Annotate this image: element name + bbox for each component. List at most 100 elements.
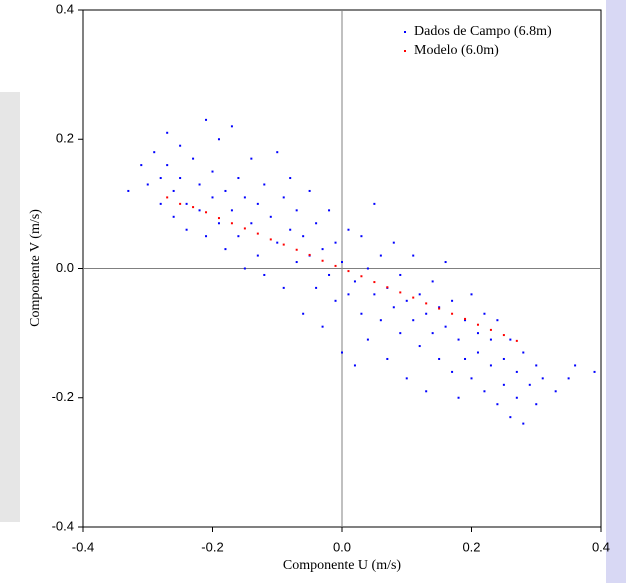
point xyxy=(243,196,246,199)
point xyxy=(308,253,311,256)
point xyxy=(431,332,434,335)
point xyxy=(341,261,343,264)
point xyxy=(502,357,505,360)
point xyxy=(334,264,337,267)
point xyxy=(379,254,382,257)
point xyxy=(282,243,285,246)
point xyxy=(263,183,266,186)
point xyxy=(360,235,363,238)
point xyxy=(217,138,220,141)
point xyxy=(217,217,220,220)
point xyxy=(392,306,395,309)
point xyxy=(399,273,402,276)
point xyxy=(457,396,460,399)
point xyxy=(347,270,350,273)
point xyxy=(185,202,188,205)
point xyxy=(243,227,246,230)
background-panel xyxy=(0,92,20,522)
point xyxy=(502,383,505,386)
point xyxy=(276,151,279,154)
point xyxy=(360,275,363,278)
point xyxy=(444,325,447,328)
point xyxy=(483,312,486,315)
point xyxy=(289,177,292,180)
point xyxy=(366,267,369,270)
point xyxy=(256,202,259,205)
point xyxy=(412,319,415,322)
legend-label: Dados de Campo (6.8m) xyxy=(414,24,552,39)
point xyxy=(567,377,570,380)
point xyxy=(315,222,318,225)
point xyxy=(230,222,233,225)
point xyxy=(373,293,376,296)
point xyxy=(373,281,376,284)
x-tick-label: 0.2 xyxy=(462,539,480,554)
point xyxy=(217,222,220,225)
point xyxy=(159,177,162,180)
point xyxy=(489,328,492,331)
point xyxy=(282,286,285,289)
point xyxy=(211,196,214,199)
point xyxy=(276,241,279,244)
point xyxy=(373,202,376,205)
point xyxy=(476,332,479,335)
point xyxy=(224,189,227,192)
point xyxy=(451,370,454,373)
point xyxy=(347,228,350,231)
point xyxy=(321,259,324,262)
point xyxy=(412,254,415,257)
y-tick-label: 0.4 xyxy=(56,1,74,16)
point xyxy=(192,157,195,160)
point xyxy=(166,196,169,199)
point xyxy=(250,157,253,160)
point xyxy=(509,416,512,419)
point xyxy=(418,293,421,296)
point xyxy=(172,215,175,218)
y-tick-label: 0.2 xyxy=(56,131,74,146)
point xyxy=(522,422,525,425)
point xyxy=(269,215,272,218)
x-tick-label: -0.4 xyxy=(72,539,94,554)
x-tick-label: -0.2 xyxy=(201,539,223,554)
point xyxy=(237,177,240,180)
point xyxy=(528,383,531,386)
point xyxy=(366,338,369,341)
legend-label: Modelo (6.0m) xyxy=(414,43,499,58)
point xyxy=(509,338,512,341)
point xyxy=(431,280,434,283)
point xyxy=(476,323,479,326)
point xyxy=(541,377,544,380)
point xyxy=(574,364,577,367)
x-tick-label: 0.0 xyxy=(333,539,351,554)
point xyxy=(379,319,382,322)
point xyxy=(451,312,454,315)
point xyxy=(451,299,454,302)
point xyxy=(496,403,499,406)
y-tick-label: 0.0 xyxy=(56,260,74,275)
point xyxy=(302,312,305,315)
point xyxy=(353,280,356,283)
point xyxy=(166,164,169,167)
point xyxy=(470,293,473,296)
point xyxy=(464,357,467,360)
point xyxy=(179,177,182,180)
point xyxy=(515,339,518,342)
point xyxy=(438,357,441,360)
point xyxy=(295,209,298,212)
point xyxy=(334,299,337,302)
point xyxy=(405,299,408,302)
point xyxy=(289,228,292,231)
point xyxy=(353,364,356,367)
point xyxy=(198,209,201,212)
point xyxy=(256,254,259,257)
point xyxy=(593,370,596,373)
y-tick-label: -0.2 xyxy=(52,389,74,404)
point xyxy=(489,364,492,367)
point xyxy=(166,131,169,134)
point xyxy=(412,296,415,299)
point xyxy=(205,211,208,214)
point xyxy=(282,196,285,199)
point xyxy=(205,118,208,121)
point xyxy=(496,319,499,322)
